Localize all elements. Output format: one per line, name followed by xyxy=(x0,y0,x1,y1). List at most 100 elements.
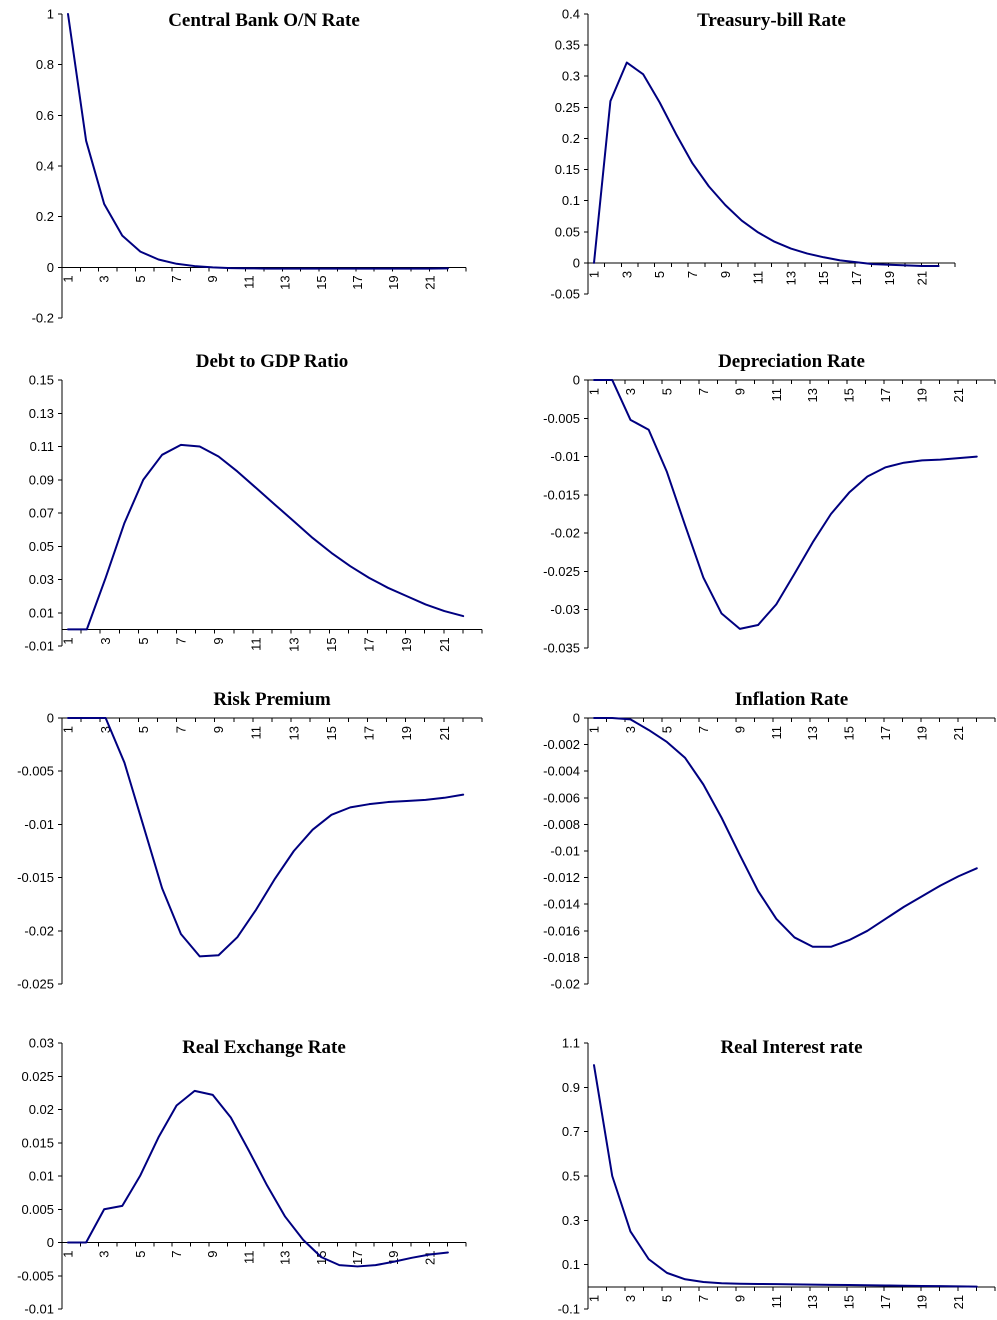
real-interest-rate-x-tick-label: 7 xyxy=(696,1295,711,1302)
debt-to-gdp-series-line xyxy=(67,443,465,631)
debt-to-gdp-y-tick-label: 0.07 xyxy=(29,506,54,521)
inflation-rate-x-tick-label: 13 xyxy=(805,726,820,740)
inflation-rate-panel: Inflation Rate 0 -0.002 -0.004 -0.006 -0.008 -… xyxy=(543,689,996,992)
debt-to-gdp-x-tick-label: 9 xyxy=(211,637,226,644)
debt-to-gdp-y-tick-label: 0.13 xyxy=(29,406,54,421)
inflation-rate-x-tick-label: 5 xyxy=(659,726,674,733)
central-bank-rate-x-tick-label: 1 xyxy=(61,275,76,282)
debt-to-gdp-y-tick-label: 0.05 xyxy=(29,539,54,554)
treasury-bill-rate-x-tick-label: 3 xyxy=(619,271,634,278)
real-exchange-rate-y-tick-label: 0 xyxy=(47,1235,54,1250)
debt-to-gdp-y-tick-label: -0.01 xyxy=(24,639,54,654)
debt-to-gdp-x-tick-label: 3 xyxy=(98,637,113,644)
treasury-bill-rate-x-tick-label: 19 xyxy=(882,271,897,285)
real-exchange-rate-title: Real Exchange Rate xyxy=(182,1037,346,1058)
debt-to-gdp-x-tick-label: 21 xyxy=(437,637,452,651)
risk-premium-x-tick-label: 21 xyxy=(437,726,452,740)
treasury-bill-rate-y-tick-label: 0 xyxy=(573,255,580,270)
real-interest-rate-y-tick-label: -0.1 xyxy=(558,1302,580,1317)
depreciation-rate-x-tick-label: 13 xyxy=(805,388,820,402)
inflation-rate-x-tick-label: 3 xyxy=(623,726,638,733)
inflation-rate-title: Inflation Rate xyxy=(735,689,848,710)
inflation-rate-y-tick-label: -0.02 xyxy=(550,977,580,992)
real-exchange-rate-y-tick-label: 0.01 xyxy=(29,1169,54,1184)
depreciation-rate-x-tick-label: 11 xyxy=(769,388,784,402)
risk-premium-y-tick-label: 0 xyxy=(47,711,54,726)
real-interest-rate-series-line xyxy=(593,1064,978,1288)
risk-premium-y-tick-label: -0.015 xyxy=(17,870,54,885)
real-exchange-rate-x-tick-label: 17 xyxy=(350,1251,365,1265)
depreciation-rate-title: Depreciation Rate xyxy=(718,351,865,372)
real-exchange-rate-panel: Real Exchange Rate0.030.0250.020.0150.01… xyxy=(17,1036,467,1317)
inflation-rate-x-tick-label: 21 xyxy=(951,726,966,740)
risk-premium-y-tick-label: -0.025 xyxy=(17,977,54,992)
treasury-bill-rate-x-tick-label: 15 xyxy=(816,271,831,285)
real-exchange-rate-x-tick-label: 11 xyxy=(241,1251,256,1265)
treasury-bill-rate-x-tick-label: 13 xyxy=(783,271,798,285)
depreciation-rate-y-tick-label: -0.035 xyxy=(543,641,580,656)
real-exchange-rate-x-tick-label: 5 xyxy=(133,1251,148,1258)
treasury-bill-rate-y-tick-label: 0.35 xyxy=(555,38,580,53)
inflation-rate-y-tick-label: -0.012 xyxy=(543,870,580,885)
risk-premium-x-tick-label: 7 xyxy=(173,726,188,733)
real-interest-rate-y-tick-label: 0.3 xyxy=(562,1213,580,1228)
risk-premium-x-tick-label: 15 xyxy=(324,726,339,740)
real-interest-rate-x-tick-label: 17 xyxy=(878,1295,893,1309)
treasury-bill-rate-y-tick-label: 0.15 xyxy=(555,162,580,177)
treasury-bill-rate-x-tick-label: 9 xyxy=(718,271,733,278)
inflation-rate-x-tick-label: 1 xyxy=(587,726,602,733)
inflation-rate-x-tick-label: 9 xyxy=(732,726,747,733)
inflation-rate-y-tick-label: 0 xyxy=(573,711,580,726)
inflation-rate-y-tick-label: -0.004 xyxy=(543,764,580,779)
central-bank-rate-y-tick-label: 0 xyxy=(47,260,54,275)
central-bank-rate-y-tick-label: -0.2 xyxy=(32,311,54,326)
real-interest-rate-y-tick-label: 0.1 xyxy=(562,1257,580,1272)
debt-to-gdp-x-tick-label: 17 xyxy=(362,637,377,651)
inflation-rate-x-tick-label: 7 xyxy=(696,726,711,733)
central-bank-rate-x-tick-label: 13 xyxy=(278,275,293,289)
real-exchange-rate-x-tick-label: 7 xyxy=(169,1251,184,1258)
depreciation-rate-y-tick-label: -0.015 xyxy=(543,487,580,502)
inflation-rate-y-tick-label: -0.006 xyxy=(543,790,580,805)
real-interest-rate-x-tick-label: 11 xyxy=(769,1295,784,1309)
risk-premium-x-tick-label: 3 xyxy=(98,726,113,733)
risk-premium-x-tick-label: 5 xyxy=(136,726,151,733)
central-bank-rate-x-tick-label: 9 xyxy=(205,275,220,282)
real-exchange-rate-x-tick-label: 21 xyxy=(422,1251,437,1265)
treasury-bill-rate-y-tick-label: 0.1 xyxy=(562,193,580,208)
risk-premium-y-tick-label: -0.005 xyxy=(17,764,54,779)
real-interest-rate-x-tick-label: 21 xyxy=(951,1295,966,1309)
depreciation-rate-series-line xyxy=(593,379,978,630)
real-interest-rate-x-tick-label: 1 xyxy=(587,1295,602,1302)
depreciation-rate-panel: Depreciation Rate 0 -0.005 -0.01 -0.015 -0.02… xyxy=(543,351,996,656)
debt-to-gdp-y-tick-label: 0.03 xyxy=(29,572,54,587)
debt-to-gdp-x-tick-label: 13 xyxy=(286,637,301,651)
treasury-bill-rate-series-line xyxy=(593,61,940,267)
risk-premium-y-tick-label: -0.02 xyxy=(24,923,54,938)
inflation-rate-x-tick-label: 11 xyxy=(769,726,784,740)
real-interest-rate-x-tick-label: 15 xyxy=(842,1295,857,1309)
real-exchange-rate-y-tick-label: 0.02 xyxy=(29,1102,54,1117)
treasury-bill-rate-y-tick-label: 0.3 xyxy=(562,69,580,84)
risk-premium-x-tick-label: 11 xyxy=(249,726,264,740)
debt-to-gdp-x-tick-label: 7 xyxy=(173,637,188,644)
real-exchange-rate-y-tick-label: 0.025 xyxy=(21,1069,54,1084)
central-bank-rate-x-tick-label: 19 xyxy=(386,275,401,289)
debt-to-gdp-x-tick-label: 5 xyxy=(136,637,151,644)
treasury-bill-rate-x-tick-label: 11 xyxy=(751,271,766,285)
central-bank-rate-series-line xyxy=(67,13,449,270)
treasury-bill-rate-title: Treasury-bill Rate xyxy=(697,10,846,31)
inflation-rate-x-tick-label: 15 xyxy=(842,726,857,740)
depreciation-rate-x-tick-label: 19 xyxy=(915,388,930,402)
inflation-rate-y-tick-label: -0.014 xyxy=(543,897,580,912)
treasury-bill-rate-y-tick-label: 0.4 xyxy=(562,7,580,22)
central-bank-rate-y-tick-label: 0.2 xyxy=(36,209,54,224)
real-interest-rate-x-tick-label: 19 xyxy=(915,1295,930,1309)
risk-premium-x-tick-label: 19 xyxy=(399,726,414,740)
inflation-rate-y-tick-label: -0.016 xyxy=(543,923,580,938)
real-interest-rate-title: Real Interest rate xyxy=(720,1037,862,1058)
real-interest-rate-panel: Real Interest rate 1.1 0.9 0.7 0.5 0.3 0.1 -0.1… xyxy=(558,1036,996,1317)
real-interest-rate-x-tick-label: 9 xyxy=(732,1295,747,1302)
risk-premium-x-tick-label: 1 xyxy=(61,726,76,733)
